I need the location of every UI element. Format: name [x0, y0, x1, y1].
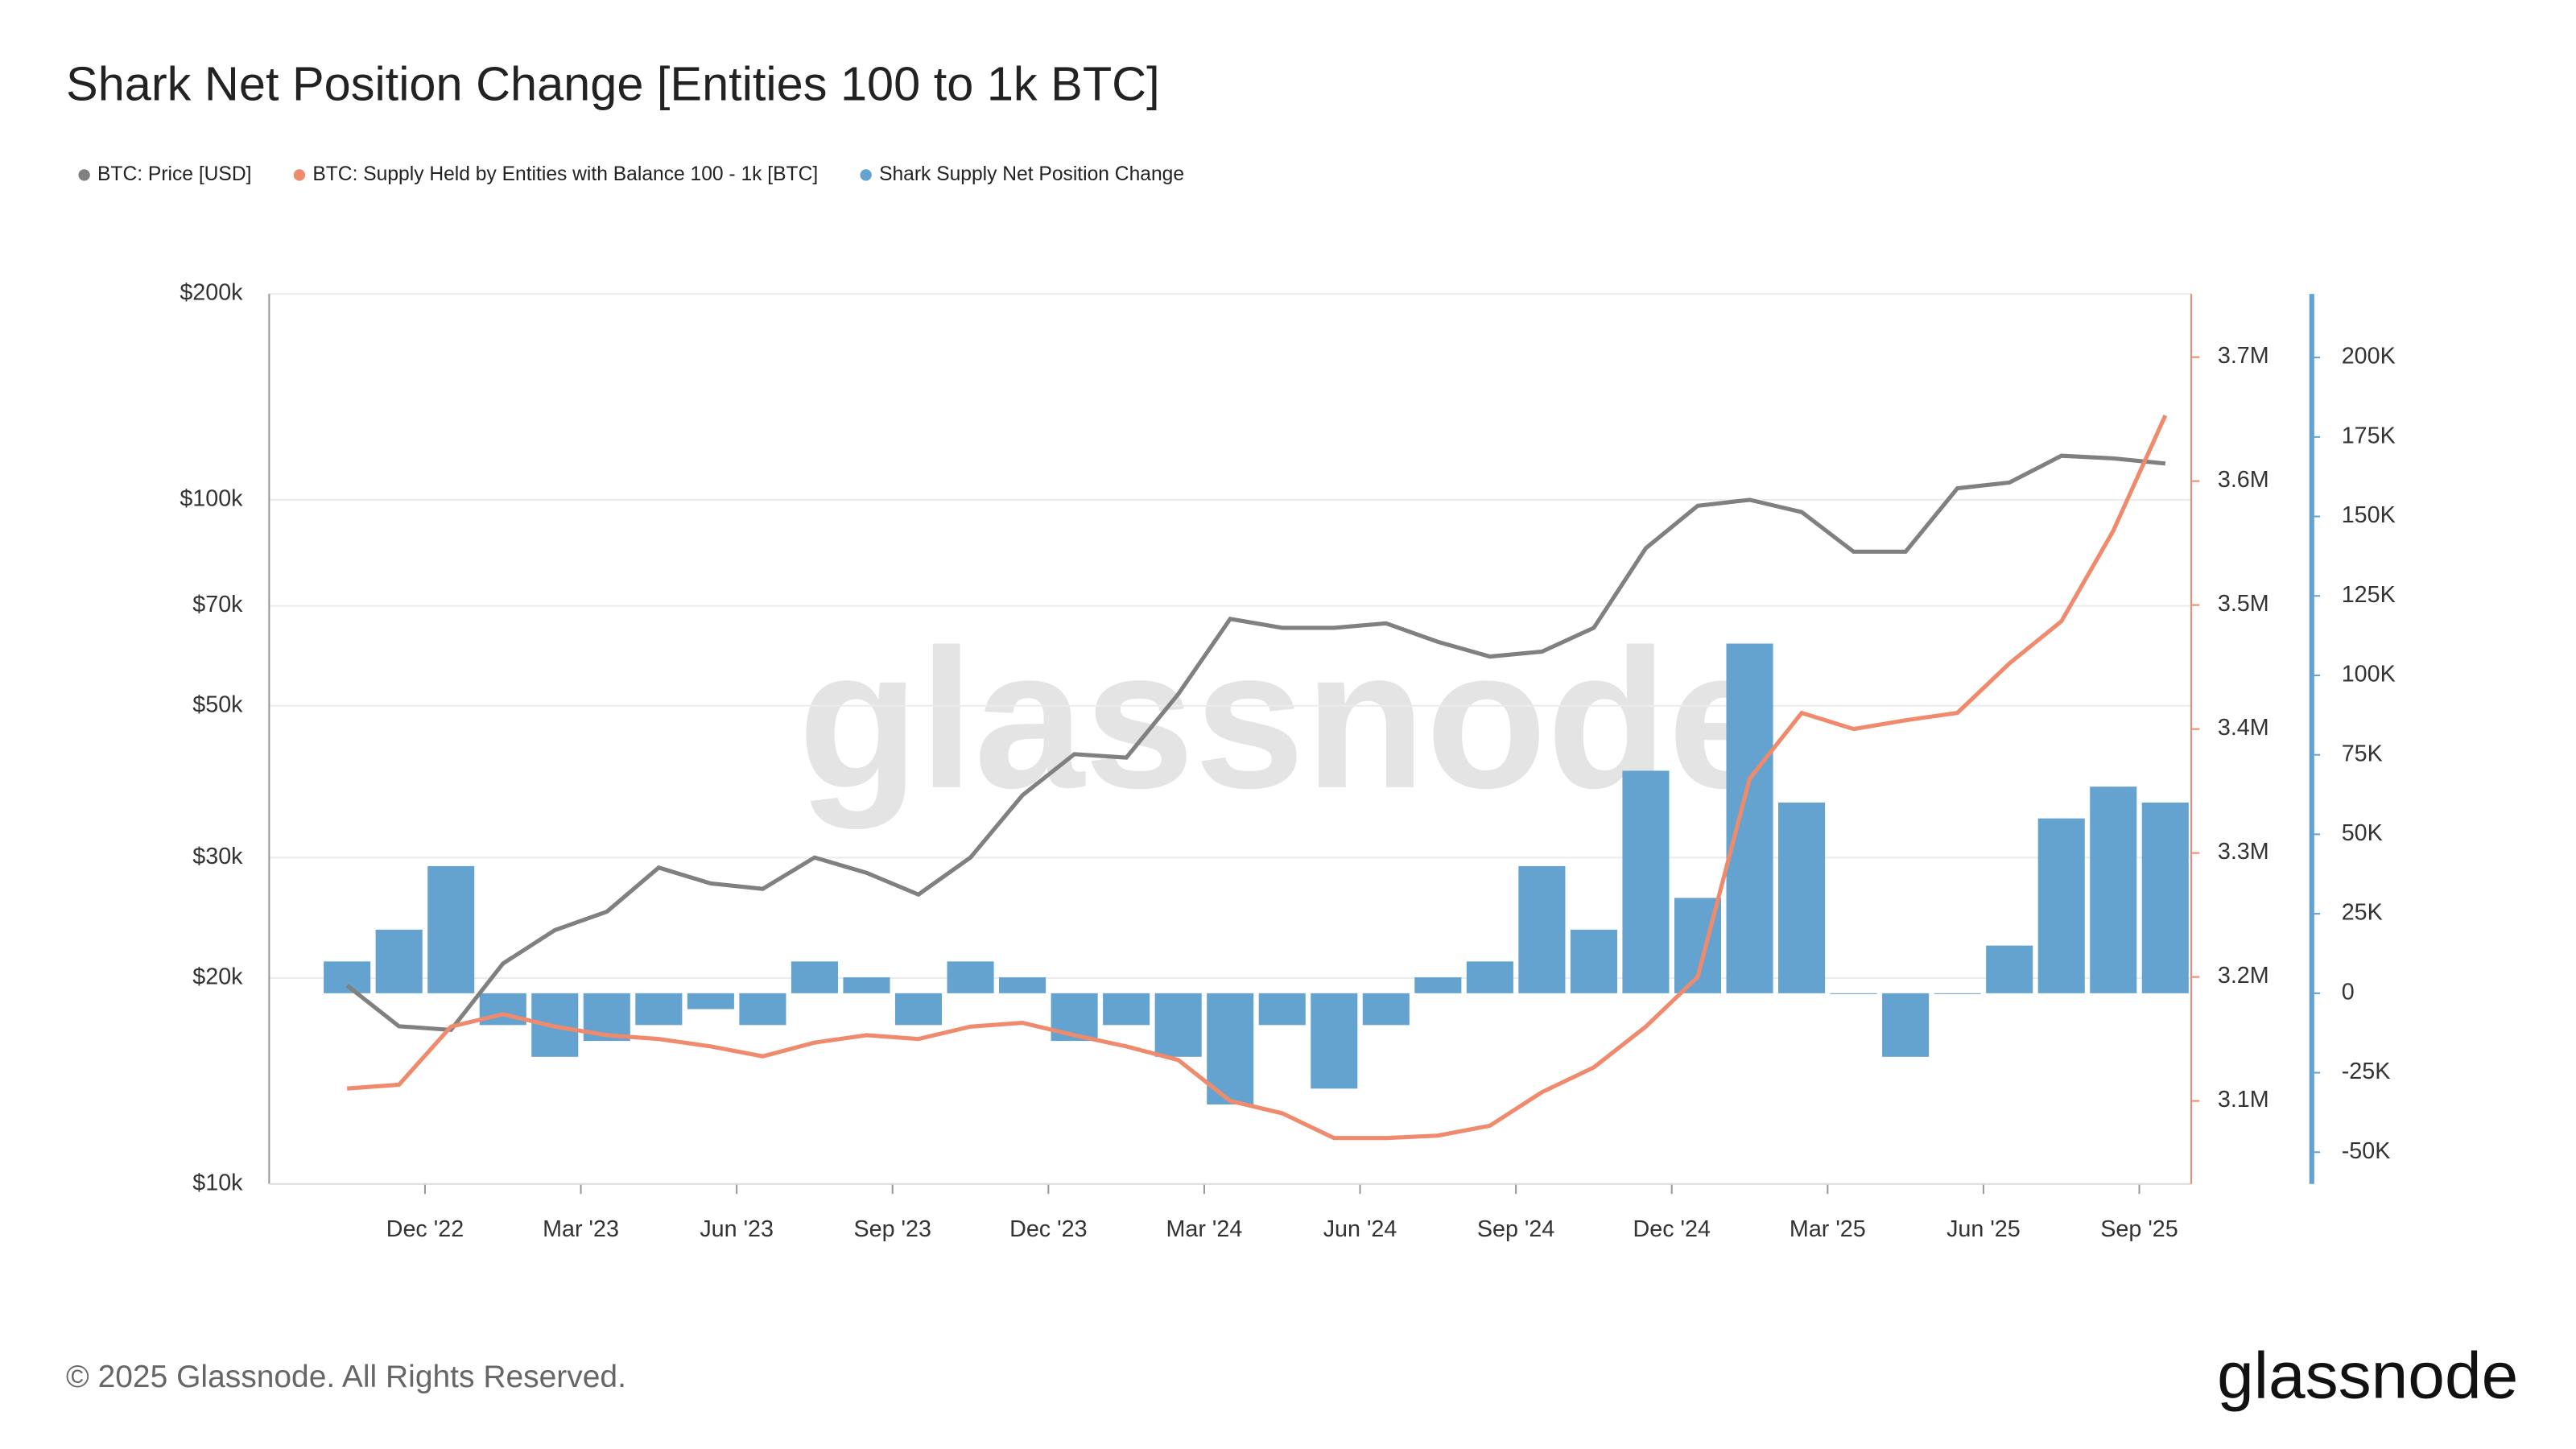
y3-tick-label: 125K [2342, 582, 2396, 608]
y-tick-label: $50k [192, 691, 243, 717]
watermark: glassnode [798, 609, 1777, 830]
bar [1882, 993, 1930, 1057]
logo: glassnode [2217, 1340, 2518, 1413]
legend-marker [860, 169, 872, 181]
bar [1362, 993, 1410, 1026]
bar [1830, 993, 1877, 994]
bar [1726, 643, 1773, 993]
y2-tick-label: 3.2M [2218, 963, 2269, 989]
x-tick-label: Jun '23 [700, 1216, 774, 1242]
bar [791, 961, 838, 993]
bar [843, 977, 890, 993]
bar [687, 993, 734, 1009]
bar [1622, 770, 1670, 993]
y3-tick-label: -25K [2342, 1059, 2391, 1084]
bar [1466, 961, 1513, 993]
x-tick-label: Dec '23 [1009, 1216, 1087, 1242]
y2-tick-label: 3.6M [2218, 467, 2269, 493]
y3-tick-label: 175K [2342, 423, 2396, 448]
y3-tick-label: 0 [2342, 979, 2355, 1005]
y-tick-label: $100k [180, 486, 243, 512]
bar [324, 961, 371, 993]
y-tick-label: $20k [192, 964, 243, 990]
y2-tick-label: 3.5M [2218, 591, 2269, 617]
bar [1414, 977, 1462, 993]
bar [1103, 993, 1150, 1026]
x-tick-label: Jun '24 [1323, 1216, 1397, 1242]
bar [1207, 993, 1254, 1105]
x-tick-label: Sep '23 [854, 1216, 931, 1242]
legend-label: BTC: Price [USD] [97, 163, 251, 185]
bar [947, 961, 994, 993]
legend-marker [293, 169, 306, 181]
bar [1258, 993, 1306, 1026]
bar [739, 993, 786, 1026]
bar [1778, 802, 1826, 993]
bar [1311, 993, 1358, 1089]
y2-tick-label: 3.4M [2218, 715, 2269, 741]
y-tick-label: $10k [192, 1170, 243, 1195]
bar [1154, 993, 1202, 1057]
y2-tick-label: 3.3M [2218, 839, 2269, 865]
bar [375, 929, 423, 993]
bar [1986, 945, 2033, 993]
y3-tick-label: 25K [2342, 900, 2383, 926]
x-tick-label: Mar '25 [1790, 1216, 1866, 1242]
x-tick-label: Mar '23 [543, 1216, 619, 1242]
y-tick-label: $200k [180, 280, 243, 306]
chart-title: Shark Net Position Change [Entities 100 … [66, 56, 1160, 110]
x-tick-label: Dec '22 [386, 1216, 464, 1242]
x-tick-label: Mar '24 [1166, 1216, 1243, 1242]
x-tick-label: Sep '24 [1477, 1216, 1554, 1242]
y3-tick-label: 200K [2342, 344, 2396, 369]
y-tick-label: $70k [192, 592, 243, 617]
bar [2090, 786, 2137, 993]
bar [1570, 929, 1617, 993]
y-tick-label: $30k [192, 844, 243, 869]
legend-label: Shark Supply Net Position Change [879, 163, 1184, 185]
y3-tick-label: -50K [2342, 1138, 2391, 1164]
x-tick-label: Dec '24 [1633, 1216, 1711, 1242]
y2-tick-label: 3.7M [2218, 343, 2269, 369]
bar [894, 993, 943, 1026]
y3-tick-label: 50K [2342, 820, 2383, 846]
x-tick-label: Jun '25 [1946, 1216, 2021, 1242]
y3-tick-label: 75K [2342, 741, 2383, 766]
y3-tick-label: 150K [2342, 502, 2396, 528]
line [346, 415, 2168, 1141]
bar [1518, 865, 1566, 993]
legend-label: BTC: Supply Held by Entities with Balanc… [312, 163, 818, 185]
line [345, 453, 2166, 1033]
bar [479, 993, 526, 1026]
footer: © 2025 Glassnode. All Rights Reserved. [66, 1360, 626, 1394]
bar [427, 865, 475, 993]
bar [2141, 802, 2189, 993]
legend-marker [78, 169, 90, 181]
y2-tick-label: 3.1M [2218, 1087, 2269, 1113]
bar [635, 993, 683, 1026]
bar [1934, 993, 1981, 994]
bar [2037, 818, 2085, 993]
y3-tick-label: 100K [2342, 662, 2396, 687]
x-tick-label: Sep '25 [2100, 1216, 2178, 1242]
bar [999, 977, 1046, 993]
